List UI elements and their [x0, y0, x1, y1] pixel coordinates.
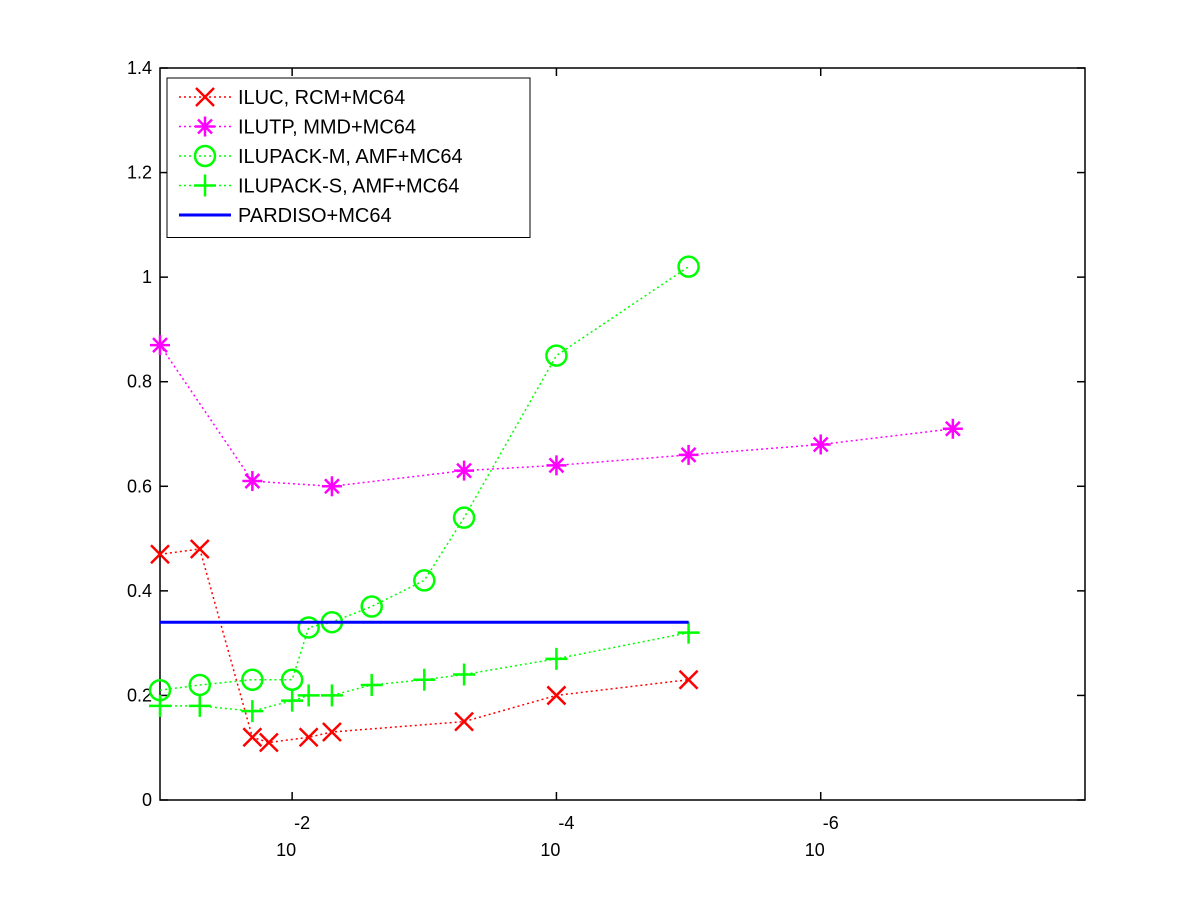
- data-point-iluc: [678, 669, 699, 690]
- y-tick-label: 0.6: [127, 476, 152, 496]
- marker-stroke: [324, 478, 340, 495]
- data-point-ilupack_m: [452, 506, 476, 529]
- legend: ILUC, RCM+MC64 ILUTP, MMD+MC64 ILUPACK-M, …: [166, 77, 531, 238]
- marker-stroke: [812, 436, 829, 453]
- marker-stroke: [258, 732, 279, 753]
- data-point-iluc: [322, 722, 342, 742]
- data-point-iluc: [454, 711, 474, 732]
- data-point-iluc: [546, 685, 567, 706]
- marker-stroke: [548, 457, 565, 474]
- data-point-iluc: [242, 727, 263, 748]
- x-tick-label-exponent: -6: [823, 813, 839, 833]
- data-point-ilutp: [678, 444, 699, 465]
- legend-marker: [194, 174, 216, 197]
- data-point-ilupack_s: [320, 684, 343, 707]
- data-point-ilutp: [242, 471, 263, 492]
- legend-label: ILUPACK-S, AMF+MC64: [238, 176, 459, 198]
- data-point-ilupack_s: [677, 621, 700, 644]
- y-tick-label: 0.2: [127, 685, 152, 705]
- legend-marker: [193, 144, 217, 168]
- data-point-ilupack_m: [413, 569, 436, 592]
- data-point-ilupack_s: [297, 684, 320, 707]
- series-iluc: [150, 539, 699, 753]
- data-point-ilutp: [454, 460, 475, 481]
- marker-stroke: [454, 711, 474, 732]
- data-point-ilupack_s: [545, 647, 568, 670]
- legend-marker: [195, 87, 215, 107]
- data-point-ilupack_m: [297, 616, 320, 639]
- marker-stroke: [195, 87, 215, 107]
- y-tick-label: 0.4: [127, 581, 152, 601]
- data-point-ilutp: [150, 335, 170, 356]
- data-point-ilupack_s: [413, 668, 436, 691]
- y-tick-label: 0.8: [127, 372, 152, 392]
- y-tick-label: 1: [142, 267, 152, 287]
- data-point-ilupack_m: [677, 255, 700, 278]
- data-point-ilutp: [810, 434, 831, 455]
- data-point-ilutp: [546, 455, 567, 476]
- data-point-ilupack_s: [241, 700, 264, 723]
- x-tick-label-base: 10: [276, 840, 296, 860]
- series-layer: [148, 255, 963, 753]
- data-point-iluc: [189, 539, 210, 559]
- data-point-iluc: [258, 732, 279, 753]
- marker-stroke: [322, 722, 342, 742]
- legend-label: ILUPACK-M, AMF+MC64: [238, 146, 463, 168]
- marker-stroke: [242, 727, 263, 748]
- legend-item-ilutp: ILUTP, MMD+MC64: [179, 116, 416, 139]
- data-point-iluc: [298, 727, 319, 748]
- marker-stroke: [152, 337, 168, 353]
- data-point-ilupack_s: [453, 663, 476, 686]
- y-tick-label: 1.2: [127, 163, 152, 183]
- marker-stroke: [678, 669, 699, 690]
- x-tick-label-exponent: -2: [294, 813, 310, 833]
- legend-marker: [195, 116, 215, 137]
- data-point-ilupack_m: [360, 595, 383, 618]
- legend-item-pardiso: PARDISO+MC64: [179, 205, 392, 227]
- marker-stroke: [456, 462, 472, 479]
- marker-stroke: [150, 544, 170, 565]
- marker-stroke: [680, 447, 697, 463]
- axes: 0 0.2 0.4 0.6 0.8 1 1.2 1.4 10 -2 10 -4 10 -6: [127, 58, 1085, 860]
- legend-box: [166, 77, 531, 238]
- legend-item-ilupack_s: ILUPACK-S, AMF+MC64: [179, 174, 459, 198]
- data-point-ilutp: [321, 476, 342, 497]
- data-point-ilupack_m: [545, 344, 568, 367]
- series-line-ilupack_s: [160, 631, 689, 712]
- data-point-ilupack_s: [360, 673, 383, 696]
- marker-stroke: [298, 727, 319, 748]
- x-tick-label-exponent: -4: [558, 813, 574, 833]
- data-point-ilupack_s: [188, 694, 211, 717]
- data-point-ilutp: [942, 418, 963, 439]
- marker-stroke: [197, 118, 213, 135]
- series-ilutp: [150, 335, 963, 497]
- series-ilupack_s: [149, 621, 700, 723]
- y-tick-label: 1.4: [127, 58, 152, 78]
- legend-label: PARDISO+MC64: [238, 205, 392, 227]
- legend-label: ILUTP, MMD+MC64: [238, 117, 416, 139]
- x-tick-label-base: 10: [540, 840, 560, 860]
- marker-stroke: [244, 473, 261, 489]
- legend-item-iluc: ILUC, RCM+MC64: [179, 87, 405, 109]
- y-tick-label: 0: [142, 790, 152, 810]
- data-point-ilupack_s: [149, 694, 171, 717]
- data-point-iluc: [150, 544, 170, 565]
- marker-stroke: [546, 685, 567, 706]
- x-tick-label-base: 10: [805, 840, 825, 860]
- data-point-ilupack_m: [241, 668, 264, 691]
- data-point-ilupack_s: [281, 689, 304, 712]
- marker-stroke: [944, 420, 961, 437]
- legend-item-ilupack_m: ILUPACK-M, AMF+MC64: [179, 144, 463, 168]
- legend-label: ILUC, RCM+MC64: [238, 87, 405, 109]
- series-line-iluc: [159, 548, 689, 744]
- marker-stroke: [189, 539, 210, 559]
